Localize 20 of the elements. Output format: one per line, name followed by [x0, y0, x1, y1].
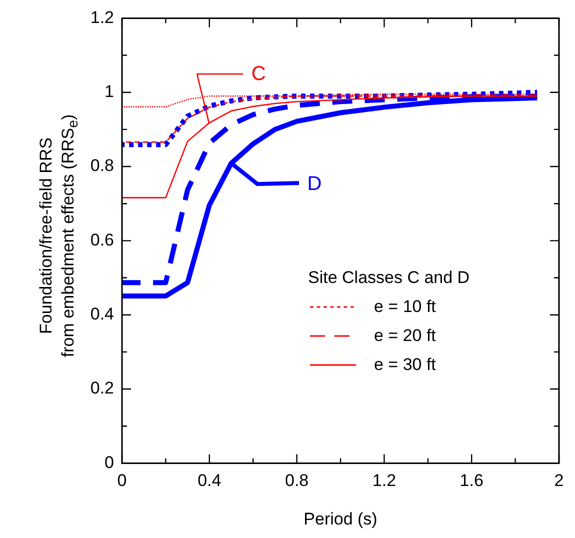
legend-label: e = 10 ft: [374, 296, 436, 316]
x-tick-label: 0.4: [198, 471, 222, 490]
x-axis-title: Period (s): [304, 509, 378, 528]
x-tick-label: 0: [117, 471, 127, 490]
annotation: D: [307, 172, 322, 196]
y-tick-label: 0.2: [90, 378, 114, 398]
y-tick-label: 0.6: [90, 230, 114, 250]
y-tick-label: 0.8: [90, 156, 114, 176]
y-tick-label: 1: [104, 82, 114, 102]
legend-label: e = 30 ft: [374, 354, 436, 374]
y-tick-label: 0: [104, 452, 114, 472]
x-tick-label: 0.8: [284, 471, 309, 490]
legend-title: Site Classes C and D: [308, 268, 470, 288]
y-tick-label: 0.4: [90, 304, 114, 324]
x-tick-label: 2: [554, 471, 564, 490]
annotation: C: [251, 62, 266, 86]
legend-label: e = 20 ft: [374, 326, 436, 346]
x-tick-label: 1.2: [372, 471, 396, 490]
x-tick-label: 1.6: [460, 471, 484, 490]
y-tick-label: 1.2: [90, 8, 114, 27]
